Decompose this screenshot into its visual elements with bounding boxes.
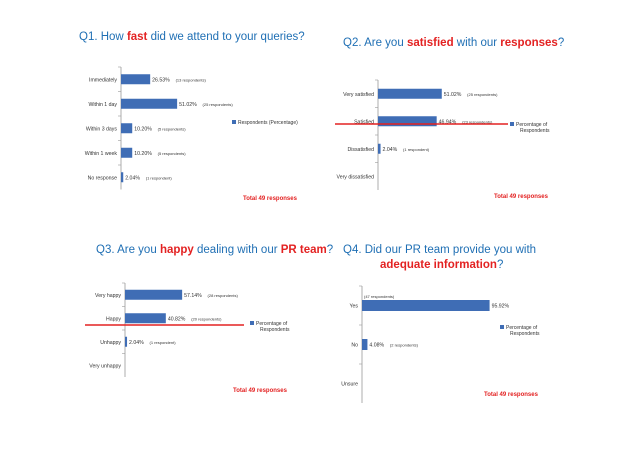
respondent-label: (25 respondents) [203, 102, 234, 107]
category-label: Dissatisfied [347, 147, 374, 153]
q2-title-part: ? [557, 37, 565, 49]
q1-title: Q1. How fast did we attend to your queri… [79, 30, 305, 44]
respondent-label: (1 respondent) [403, 147, 430, 152]
q1-title-part: Q1. How [79, 31, 127, 43]
value-label: 2.04% [383, 147, 398, 153]
category-label: Very unhappy [89, 363, 121, 369]
q3-title-part: Q3. Are you [96, 244, 160, 256]
q2-title: Q2. Are you satisfied with our responses… [343, 36, 564, 50]
value-label: 46.94% [439, 119, 457, 125]
q1-title-highlight: fast [126, 31, 148, 43]
value-label: 57.14% [184, 293, 202, 299]
value-label: 26.53% [152, 77, 170, 83]
respondent-label: (5 respondents) [158, 151, 187, 156]
bar [121, 172, 124, 183]
legend-swatch [510, 122, 514, 126]
bar [121, 123, 133, 134]
bar [125, 289, 183, 300]
bar [121, 98, 178, 109]
q3-title: Q3. Are you happy dealing with our PR te… [96, 243, 333, 257]
legend-label: Percentage of [256, 321, 288, 327]
respondent-label: (13 respondents) [176, 77, 207, 82]
value-label: 51.02% [179, 102, 197, 108]
legend-swatch [250, 321, 254, 325]
respondent-label: (5 respondents) [158, 126, 187, 131]
category-label: No response [88, 175, 118, 181]
respondent-label: (2 respondents) [390, 343, 419, 348]
value-label: 10.20% [134, 151, 152, 157]
value-label: 51.02% [444, 92, 462, 98]
legend-label: Respondents [260, 327, 290, 333]
q4-title-highlight: adequate information [380, 259, 497, 271]
bar [121, 74, 151, 85]
respondent-label: (20 respondents) [191, 316, 222, 321]
q4-total: Total 49 responses [484, 392, 538, 398]
category-label: Unhappy [100, 340, 121, 346]
value-label: 2.04% [125, 175, 140, 181]
value-label: 2.04% [129, 340, 144, 346]
bar [362, 339, 368, 350]
category-label: Satisfied [354, 119, 374, 125]
value-label: 95.92% [492, 304, 510, 310]
q2-title-part: with our [453, 37, 501, 49]
bar [378, 88, 442, 99]
q3-title-highlight: PR team [280, 244, 327, 256]
q1-title-part: did we attend to your queries? [147, 31, 305, 43]
q4-title-line2: adequate information? [380, 258, 503, 272]
category-label: No [351, 343, 358, 349]
q3-title-part: ? [326, 244, 334, 256]
q4-title-part: ? [496, 259, 504, 271]
category-label: Happy [106, 316, 121, 322]
q2-title-highlight: responses [500, 37, 558, 49]
category-label: Within 1 day [88, 102, 117, 108]
legend-label: Respondents (Percentage) [238, 120, 298, 126]
value-label: 10.20% [134, 126, 152, 132]
q3-title-highlight: happy [159, 244, 194, 256]
category-label: Within 3 days [86, 126, 118, 132]
legend-swatch [500, 325, 504, 329]
bar [362, 300, 490, 311]
q3-title-part: dealing with our [193, 244, 281, 256]
legend-label: Percentage of [506, 325, 538, 331]
category-label: Yes [350, 304, 359, 310]
respondent-label: (28 respondents) [208, 293, 239, 298]
legend-swatch [232, 120, 236, 124]
respondent-label: (25 respondents) [467, 92, 498, 97]
legend-label: Respondents [510, 331, 540, 337]
respondent-label: (23 respondents) [462, 119, 493, 124]
category-label: Within 1 week [85, 151, 118, 157]
category-label: Very happy [95, 293, 121, 299]
bar [378, 143, 381, 154]
category-label: Very dissatisfied [337, 174, 375, 180]
value-label: 4.08% [369, 343, 384, 349]
legend-label: Respondents [520, 128, 550, 134]
q2-title-highlight: satisfied [406, 37, 454, 49]
q2-title-part: Q2. Are you [343, 37, 407, 49]
bar [378, 116, 437, 127]
respondent-label: (47 respondents) [364, 294, 395, 299]
bar [121, 147, 133, 158]
value-label: 40.82% [168, 316, 186, 322]
category-label: Immediately [89, 77, 117, 83]
respondent-label: (1 respondent) [150, 340, 177, 345]
bar [125, 313, 166, 324]
category-label: Unsure [341, 382, 358, 388]
bar [125, 336, 128, 347]
q1-total: Total 49 responses [243, 196, 297, 202]
q4-title-line1: Q4. Did our PR team provide you with [343, 244, 537, 256]
q3-total: Total 49 responses [233, 388, 287, 394]
respondent-label: (1 respondent) [146, 175, 173, 180]
category-label: Very satisfied [343, 92, 374, 98]
q2-total: Total 49 responses [494, 194, 548, 200]
legend-label: Percentage of [516, 122, 548, 128]
